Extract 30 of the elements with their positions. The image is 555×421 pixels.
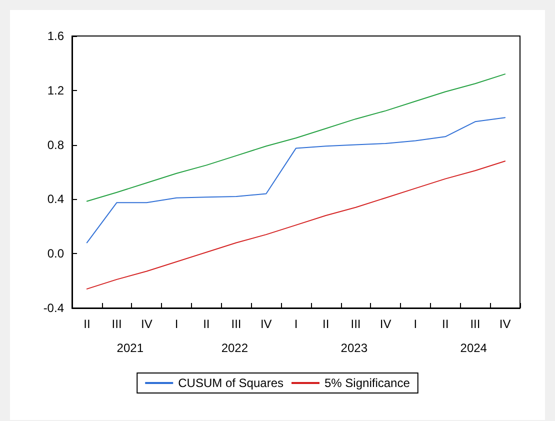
text: 2021 — [116, 341, 144, 355]
x-tick-label: IV — [260, 317, 272, 331]
x-tick-label: I — [294, 317, 298, 331]
y-tick-label: 0.4 — [47, 192, 64, 206]
text: 2022 — [221, 341, 248, 355]
line-series — [86, 74, 506, 202]
y-tick-label: 0.8 — [47, 138, 64, 152]
x-tick-label: IV — [140, 317, 152, 331]
line-series — [86, 160, 506, 290]
x-tick-label: III — [470, 317, 480, 331]
line-series — [86, 117, 506, 244]
legend-label: 5% Significance — [324, 376, 410, 390]
x-tick-label: IV — [499, 317, 511, 331]
x-tick-label: IV — [380, 317, 392, 331]
x-tick-label: II — [84, 317, 90, 331]
x-tick-label: I — [414, 317, 418, 331]
x-tick-label: II — [442, 317, 449, 331]
y-tick-label: 0.0 — [47, 246, 64, 261]
x-tick-label: I — [174, 317, 178, 331]
x-tick-label: II — [203, 317, 210, 331]
x-tick-label: III — [112, 317, 122, 331]
text: 2023 — [340, 341, 368, 355]
x-tick-label: III — [350, 317, 361, 331]
y-tick-label: 1.6 — [47, 29, 64, 43]
text: 2024 — [460, 341, 488, 355]
y-tick-label: 1.2 — [47, 83, 64, 98]
legend-label: CUSUM of Squares — [178, 376, 284, 390]
y-tick-label: -0.4 — [43, 301, 64, 315]
x-tick-label: II — [322, 317, 330, 331]
x-tick-label: III — [231, 317, 242, 331]
